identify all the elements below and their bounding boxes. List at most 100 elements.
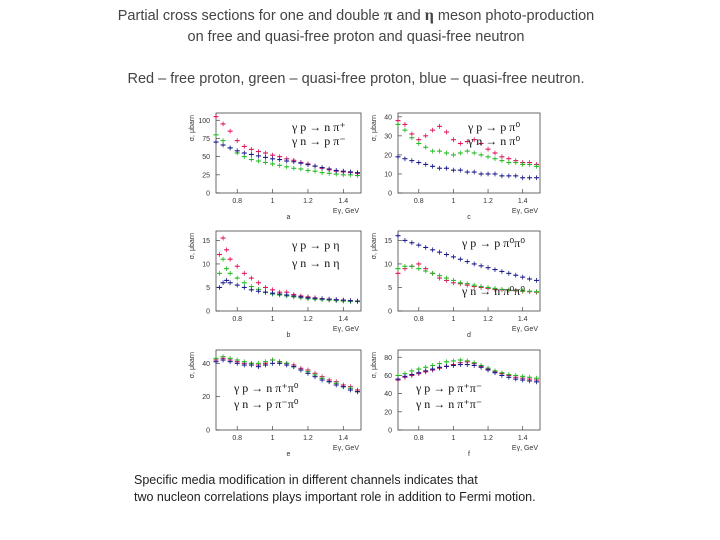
data-point xyxy=(492,286,498,291)
data-point xyxy=(395,122,401,127)
data-point xyxy=(499,286,505,292)
data-point xyxy=(402,122,408,127)
data-point xyxy=(450,363,456,368)
data-point xyxy=(471,137,477,143)
data-point xyxy=(506,374,512,380)
data-point xyxy=(492,267,498,272)
x-tick-label: 1.4 xyxy=(338,435,348,442)
series-quasi-free-neutron xyxy=(213,357,360,395)
data-point xyxy=(227,359,233,365)
y-tick-label: 10 xyxy=(202,261,210,268)
data-point xyxy=(527,162,533,167)
color-legend-text: Red – free proton, green – quasi-free pr… xyxy=(127,71,585,87)
data-point xyxy=(213,114,219,120)
data-point xyxy=(423,245,429,250)
data-point xyxy=(416,141,422,146)
panel-frame xyxy=(397,349,541,431)
y-tick-label: 0 xyxy=(206,191,210,198)
data-point xyxy=(220,142,226,148)
data-point xyxy=(437,249,443,255)
series-quasi-free-proton xyxy=(395,122,540,169)
data-point xyxy=(312,374,318,380)
data-point xyxy=(395,376,401,382)
title-text-b: meson photo-production xyxy=(433,8,595,24)
data-point xyxy=(263,289,269,295)
data-point xyxy=(241,270,247,276)
data-point xyxy=(319,165,325,170)
y-tick-label: 0 xyxy=(206,428,210,435)
data-point xyxy=(471,150,477,156)
series-quasi-free-neutron xyxy=(395,154,540,181)
x-tick-label: 1.2 xyxy=(483,198,493,205)
y-axis-label: σ, μbarn xyxy=(189,115,196,141)
data-point xyxy=(220,280,226,286)
x-tick-label: 1 xyxy=(451,198,455,205)
y-tick-label: 5 xyxy=(206,285,210,292)
x-axis-label: Eγ, GeV xyxy=(512,326,538,333)
data-point xyxy=(248,146,254,152)
data-point xyxy=(457,280,463,286)
data-point xyxy=(437,364,443,370)
data-point xyxy=(263,362,269,368)
data-point xyxy=(333,297,339,303)
data-point xyxy=(478,284,484,289)
panel-frame xyxy=(215,112,362,194)
data-point xyxy=(520,162,526,167)
data-point xyxy=(248,157,254,162)
data-point xyxy=(248,362,254,368)
panel-e: 0 20 40 0.8 1 1.2 1.4 σ, μbarn Eγ, GeV e γ p → n π… xyxy=(189,349,362,458)
data-point xyxy=(520,288,526,294)
x-tick-label: 0.8 xyxy=(232,435,242,442)
data-point xyxy=(284,292,290,298)
data-point xyxy=(492,156,498,162)
data-point xyxy=(485,154,491,160)
data-point xyxy=(464,139,470,144)
data-point xyxy=(443,359,449,365)
x-tick-label: 1 xyxy=(271,198,275,205)
data-point xyxy=(513,160,519,165)
data-point xyxy=(520,377,526,383)
data-point xyxy=(457,167,463,173)
data-point xyxy=(298,294,304,300)
data-point xyxy=(354,298,360,304)
data-point xyxy=(347,387,353,393)
data-point xyxy=(255,280,261,286)
data-point xyxy=(423,368,429,374)
data-point xyxy=(520,175,526,181)
data-point xyxy=(485,171,491,177)
data-point xyxy=(395,154,401,160)
data-point xyxy=(527,288,533,294)
y-tick-label: 20 xyxy=(384,409,392,416)
data-point xyxy=(305,295,311,301)
panel-letter: d xyxy=(467,332,471,339)
panel-c: 0 5 10 15 0.8 1 1.2 1.4 σ, μbarn Eγ, GeV b γ p → p … xyxy=(189,230,362,339)
reaction-label: γ n → n π⁰ xyxy=(467,134,520,148)
data-point xyxy=(443,129,449,135)
data-point xyxy=(485,146,491,152)
data-point xyxy=(499,269,505,274)
y-tick-label: 75 xyxy=(202,136,210,143)
data-point xyxy=(248,287,254,293)
data-point xyxy=(534,175,540,181)
y-axis-label: σ, μbarn xyxy=(371,115,378,141)
x-tick-label: 1.4 xyxy=(518,435,528,442)
y-tick-label: 25 xyxy=(202,172,210,179)
data-point xyxy=(409,263,415,269)
data-point xyxy=(423,144,429,150)
x-tick-label: 0.8 xyxy=(232,316,242,323)
data-point xyxy=(319,377,325,383)
data-point xyxy=(312,168,318,174)
x-tick-label: 1.4 xyxy=(518,316,528,323)
data-point xyxy=(291,159,297,165)
data-point xyxy=(471,261,477,267)
data-point xyxy=(416,266,422,272)
data-point xyxy=(354,389,360,395)
data-point xyxy=(534,289,540,295)
data-point xyxy=(534,163,540,169)
data-point xyxy=(213,359,219,365)
data-point xyxy=(534,278,540,283)
data-point xyxy=(234,148,240,154)
data-point xyxy=(312,163,318,169)
data-point xyxy=(213,132,219,138)
data-point xyxy=(213,139,219,145)
